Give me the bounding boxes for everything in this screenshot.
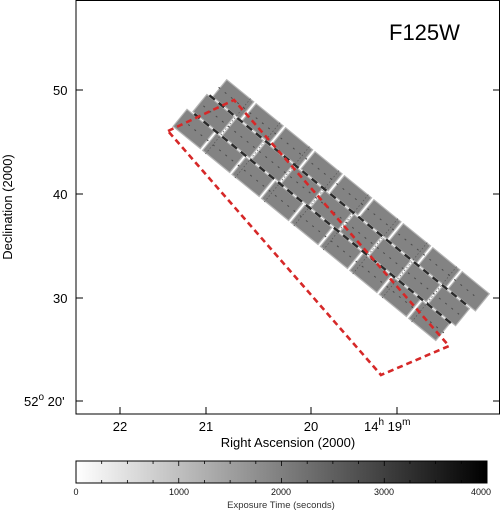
mosaic-tile: [300, 150, 343, 192]
mosaic-tile: [192, 93, 235, 135]
colorbar-title: Exposure Time (seconds): [227, 500, 335, 511]
x-tick-label-hour-sup: h: [378, 417, 384, 428]
colorbar-tick-label: 2000: [271, 487, 291, 497]
y-tick-label: 30: [53, 291, 67, 306]
y-tick-label-deg: 52: [24, 394, 38, 409]
mosaic-tile: [290, 204, 333, 246]
tile-gap-line: [352, 217, 399, 275]
colorbar-tick-label: 0: [73, 487, 78, 497]
y-axis-title: Declination (2000): [0, 154, 15, 260]
y-tick-label-arcmin: 20': [44, 394, 65, 409]
x-tick-label: 14h 19m: [364, 417, 410, 434]
x-tick-label-hour: 14: [364, 419, 378, 434]
tile-gap-line: [381, 241, 428, 299]
colorbar-tick-label: 4000: [471, 487, 491, 497]
mosaic-tile: [221, 117, 265, 159]
tile-gap-line: [205, 97, 252, 155]
mosaic-footprint: [172, 78, 491, 342]
x-tick-label: 22: [113, 419, 127, 434]
mosaic-tile: [329, 174, 373, 216]
tile-gap-line: [234, 121, 281, 179]
y-tick-label: 52o 20': [24, 392, 65, 409]
filter-label: F125W: [389, 20, 460, 45]
x-axis: 22 21 20 14h 19m Right Ascension (2000): [113, 407, 410, 450]
colorbar: 0 1000 2000 3000 4000 Exposure Time (sec…: [73, 460, 491, 511]
colorbar-tick-label: 1000: [169, 487, 189, 497]
mosaic-tile: [398, 261, 441, 303]
x-tick-label-minute-sup: m: [402, 417, 410, 428]
x-tick-label-minute: 19: [384, 419, 402, 434]
x-tick-label: 21: [199, 419, 213, 434]
tile-gap-line: [322, 193, 369, 251]
y-tick-label: 50: [53, 83, 67, 98]
tile-gap-line: [264, 145, 311, 203]
x-axis-title: Right Ascension (2000): [221, 435, 355, 450]
overlap-seam: [193, 112, 454, 326]
footprint-outline: [165, 98, 452, 377]
x-tick-label: 20: [304, 419, 318, 434]
overlap-seam: [208, 94, 469, 308]
y-tick-label-deg-sup: o: [38, 392, 44, 403]
y-tick-label: 40: [53, 187, 67, 202]
y-axis: 50 40 30 52o 20' Declination (2000): [0, 83, 500, 409]
colorbar-tick-label: 3000: [374, 487, 394, 497]
colorbar-minor-ticks: [75, 461, 488, 483]
